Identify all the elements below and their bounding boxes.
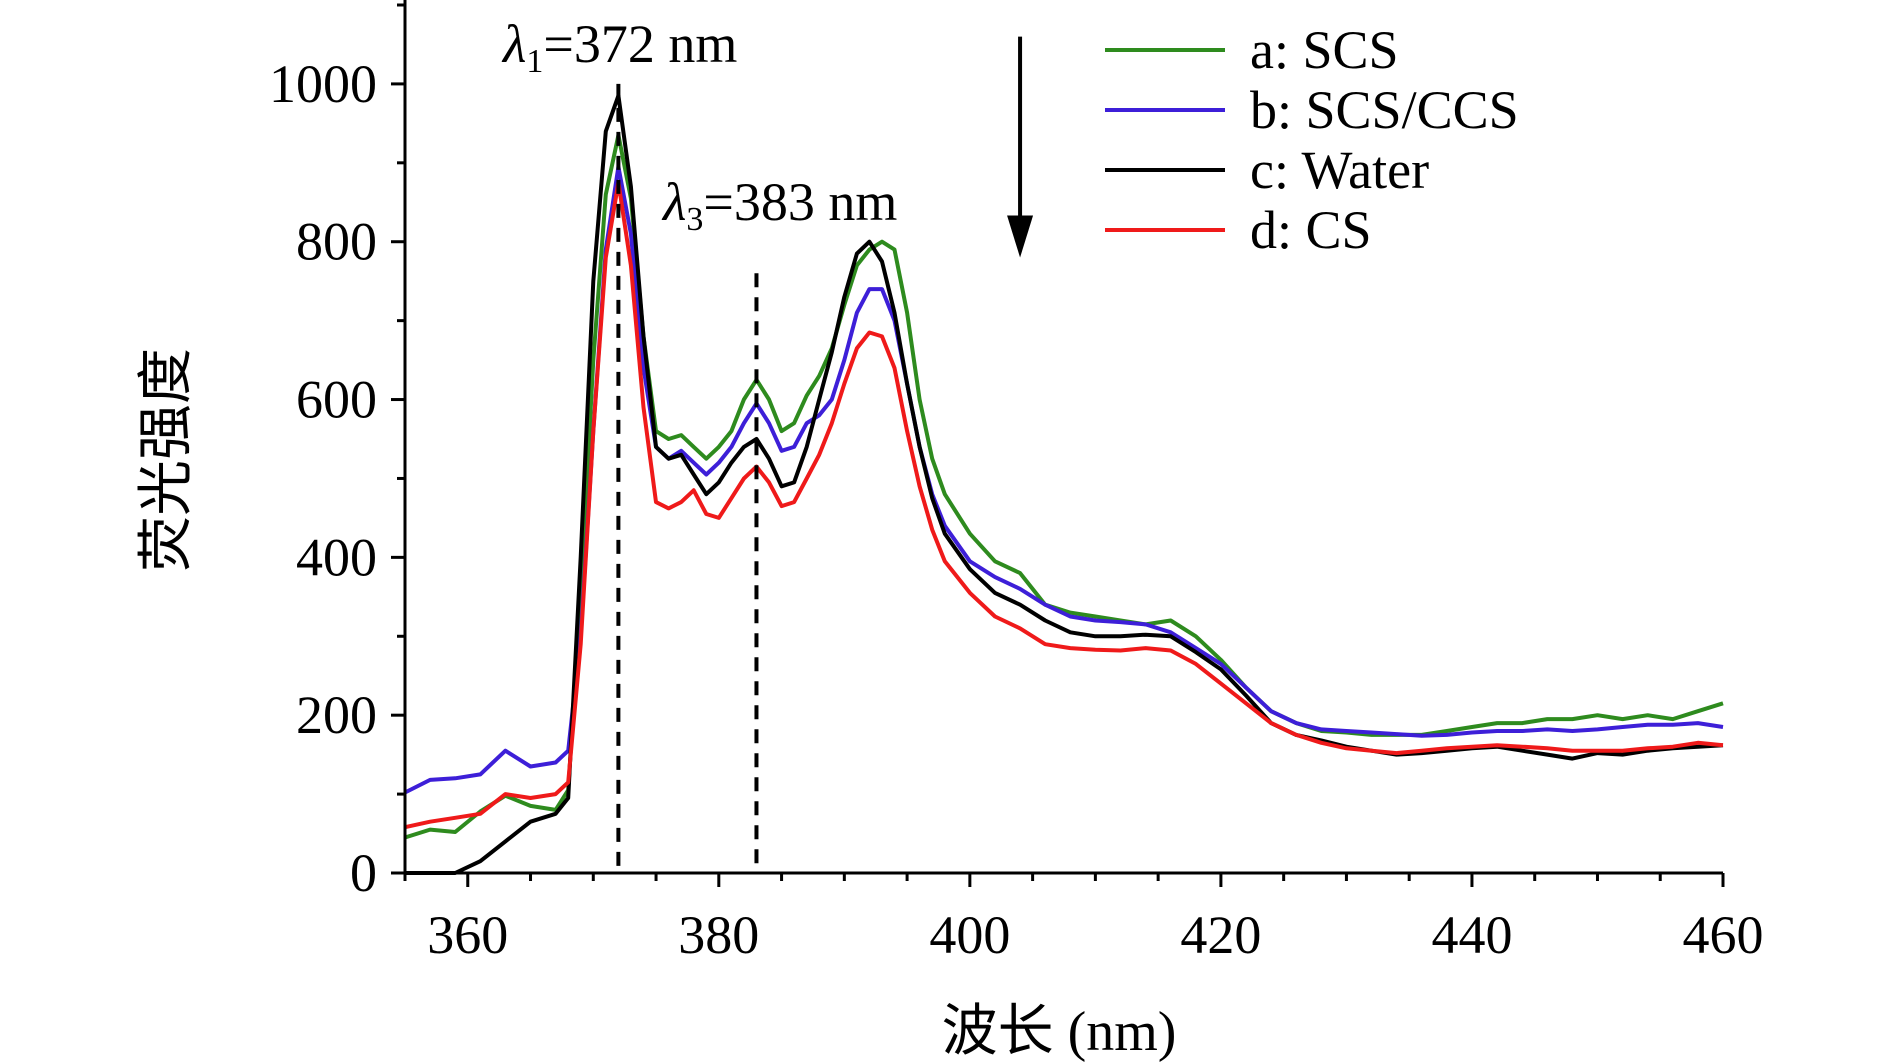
annotation-symbol: λ (501, 14, 526, 74)
axes-layer: 360 380 400 420 440 460 0 200 400 600 800 1000 (269, 0, 1764, 965)
x-tick-label: 400 (929, 905, 1010, 965)
x-tick-label: 380 (678, 905, 759, 965)
legend-label-c: c: Water (1250, 140, 1429, 200)
x-tick-label: 440 (1431, 905, 1512, 965)
series-line-c (405, 93, 1724, 875)
annotation-label: λ1=372 nm (501, 14, 737, 80)
y-tick-label: 0 (350, 843, 377, 903)
series-line-d (404, 180, 1724, 830)
y-tick-label: 600 (296, 370, 377, 430)
y-tick-label: 200 (296, 685, 377, 745)
annotation-subscript: 3 (686, 201, 703, 238)
legend-label-a: a: SCS (1250, 20, 1399, 80)
y-axis-title: 荧光强度 (136, 348, 198, 572)
annotation-value: =383 nm (703, 172, 897, 232)
trend-arrow-head (1007, 215, 1034, 258)
x-axis-title: 波长 (nm) (942, 1001, 1177, 1063)
y-tick-label: 1000 (269, 54, 377, 114)
series-layer (404, 93, 1724, 875)
x-tick-label: 360 (427, 905, 508, 965)
y-tick-label: 800 (296, 212, 377, 272)
annotation-label: λ3=383 nm (661, 172, 897, 238)
x-tick-label: 420 (1180, 905, 1261, 965)
x-tick-label: 460 (1683, 905, 1764, 965)
series-line-a (404, 133, 1724, 840)
annotation-symbol: λ (661, 172, 686, 232)
annotation-subscript: 1 (526, 43, 543, 80)
legend-label-b: b: SCS/CCS (1250, 80, 1519, 140)
annotation-value: =372 nm (543, 14, 737, 74)
y-tick-label: 400 (296, 527, 377, 587)
legend-label-d: d: CS (1250, 200, 1372, 260)
